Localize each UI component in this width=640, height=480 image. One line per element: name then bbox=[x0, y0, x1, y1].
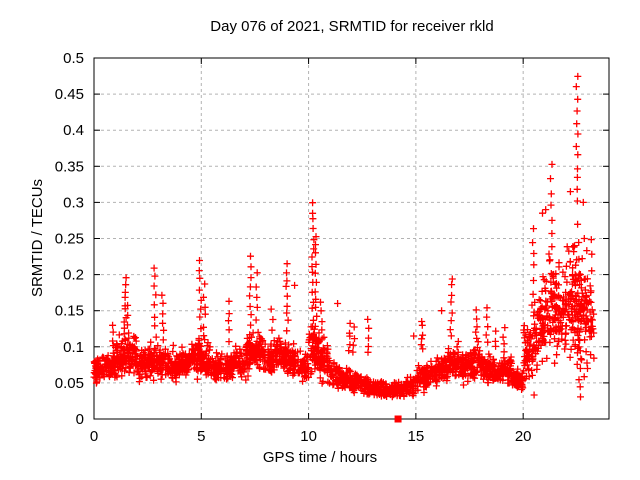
y-tick-label: 0.2 bbox=[63, 267, 84, 284]
y-tick-label: 0.05 bbox=[55, 375, 84, 392]
y-tick-label: 0.15 bbox=[55, 303, 84, 320]
y-tick-label: 0 bbox=[76, 411, 84, 428]
scatter-points-layer bbox=[90, 72, 598, 423]
x-tick-label: 0 bbox=[90, 428, 98, 445]
x-tick-label: 15 bbox=[408, 428, 425, 445]
y-tick-label: 0.35 bbox=[55, 158, 84, 175]
x-tick-label: 20 bbox=[515, 428, 532, 445]
y-axis-label: SRMTID / TECUs bbox=[29, 179, 46, 297]
x-axis-label: GPS time / hours bbox=[263, 449, 377, 466]
y-tick-label: 0.5 bbox=[63, 50, 84, 67]
x-tick-label: 10 bbox=[300, 428, 317, 445]
plot-frame bbox=[93, 57, 610, 420]
y-tick-label: 0.25 bbox=[55, 231, 84, 248]
label-layer: Day 076 of 2021, SRMTID for receiver rkl… bbox=[29, 18, 532, 466]
y-tick-label: 0.4 bbox=[63, 122, 84, 139]
y-tick-label: 0.1 bbox=[63, 339, 84, 356]
zero-point-marker bbox=[394, 415, 402, 423]
y-tick-label: 0.3 bbox=[63, 194, 84, 211]
chart-title: Day 076 of 2021, SRMTID for receiver rkl… bbox=[210, 18, 493, 35]
scatter-points bbox=[90, 72, 598, 401]
x-tick-label: 5 bbox=[197, 428, 205, 445]
y-tick-label: 0.45 bbox=[55, 86, 84, 103]
